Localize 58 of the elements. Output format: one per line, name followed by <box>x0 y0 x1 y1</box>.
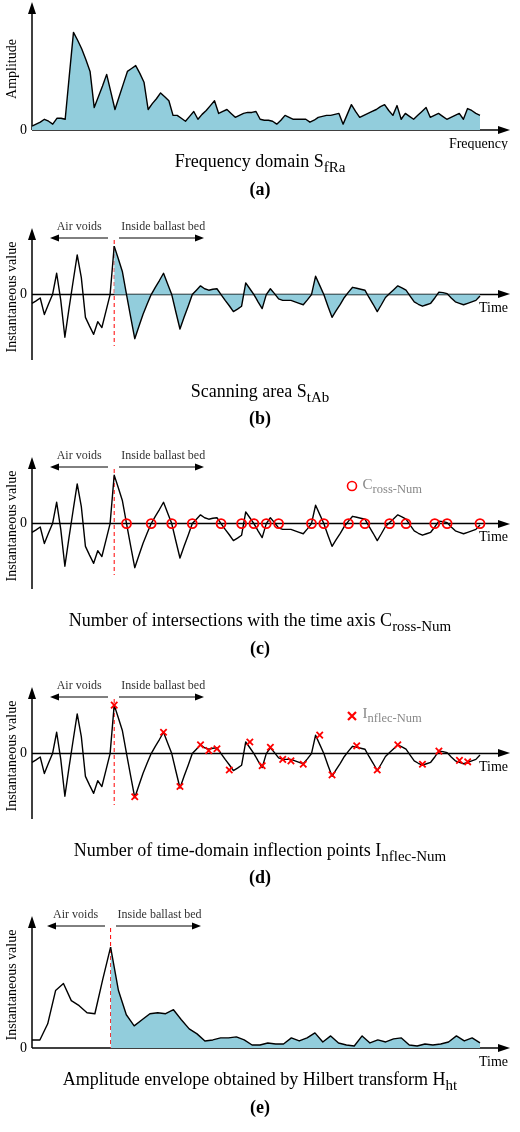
text: Air voids <box>53 907 99 922</box>
point <box>159 727 168 737</box>
point <box>278 755 287 764</box>
text: 0 <box>20 121 27 137</box>
text: Number of intersections with the time axis C$_{ross-Num}$ <box>67 609 453 636</box>
text: Air voids <box>56 448 102 463</box>
x-axis-title: Frequency <box>448 135 508 151</box>
y-axis-title: Amplitude <box>3 39 19 99</box>
point <box>327 770 337 779</box>
point <box>266 742 275 752</box>
text: Amplitude envelope obtained by Hilbert transform H$_{ht}$ <box>61 1068 459 1095</box>
text: Frequency domain S$_{fRa}$ <box>173 150 347 177</box>
point <box>418 759 427 769</box>
text: Air voids <box>56 677 102 692</box>
legend-label: C$_{ross-Num}$ <box>362 475 422 497</box>
text: 0 <box>20 515 27 531</box>
point <box>352 741 361 750</box>
x-axis-title: Time <box>478 529 508 545</box>
point <box>299 759 308 769</box>
text: (b) <box>248 407 272 430</box>
y-axis-title: Instantaneous value <box>3 700 19 812</box>
text: 0 <box>20 285 27 301</box>
text: 0 <box>20 1040 27 1056</box>
point <box>110 700 119 709</box>
x-axis-title: Time <box>478 1054 508 1070</box>
point <box>258 761 267 770</box>
point <box>286 756 296 765</box>
x-axis-title: Time <box>478 299 508 315</box>
text: Inside ballast bed <box>121 218 206 233</box>
text: Number of time-domain inflection points I$_{nflec-Num}$ <box>72 838 448 866</box>
point <box>175 782 185 791</box>
point <box>204 746 213 755</box>
point <box>196 740 205 749</box>
text: (c) <box>249 636 271 659</box>
y-axis-title: Instantaneous value <box>3 241 19 352</box>
point <box>130 792 139 801</box>
point <box>212 744 222 753</box>
point <box>315 730 324 740</box>
point <box>245 737 254 746</box>
text: Air voids <box>56 218 102 233</box>
point <box>393 740 402 749</box>
y-axis-title: Instantaneous value <box>3 470 19 582</box>
text: Inside ballast bed <box>121 677 206 692</box>
text: Scanning area S$_{tAb}$ <box>189 379 331 407</box>
text: Inside ballast bed <box>121 448 206 463</box>
text: (d) <box>248 866 272 889</box>
point <box>463 757 472 766</box>
point <box>455 756 464 765</box>
point <box>434 746 443 756</box>
y-axis-title: Instantaneous value <box>3 929 19 1041</box>
legend-label: I$_{nflec-Num}$ <box>362 705 422 727</box>
point <box>225 765 234 774</box>
text: Inside ballast bed <box>117 907 202 922</box>
text: (e) <box>249 1095 271 1118</box>
text: (a) <box>248 177 272 200</box>
point <box>373 765 382 774</box>
text: 0 <box>20 745 27 761</box>
x-axis-title: Time <box>478 759 508 775</box>
